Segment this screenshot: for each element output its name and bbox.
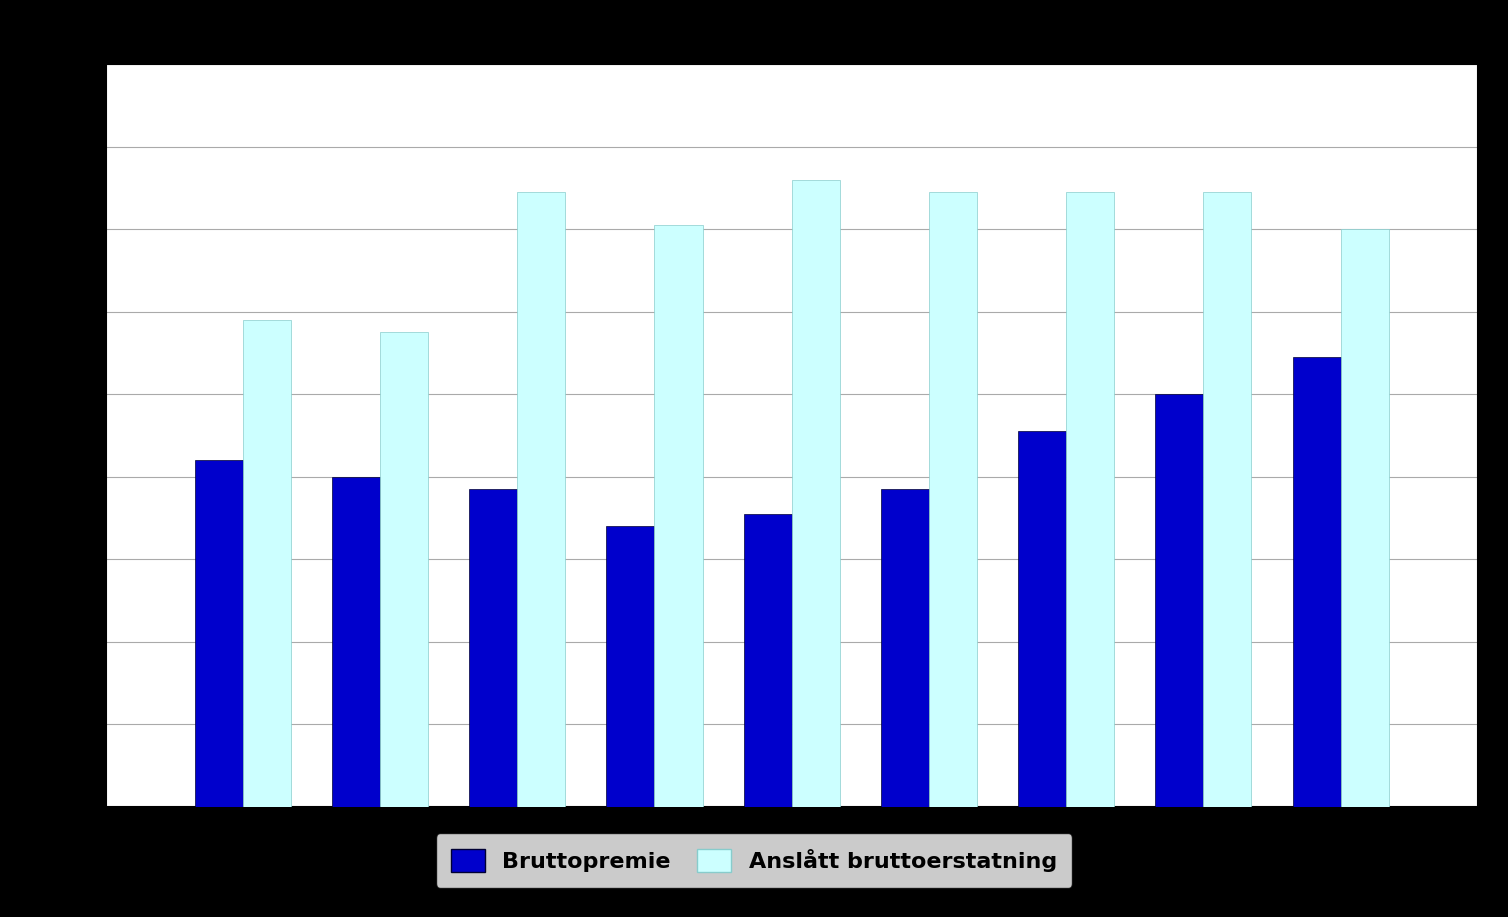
- Bar: [929, 192, 977, 807]
- Bar: [1292, 357, 1341, 807]
- Bar: [469, 489, 517, 807]
- Bar: [606, 526, 654, 807]
- Legend: Bruttopremie, Anslått bruttoerstatning: Bruttopremie, Anslått bruttoerstatning: [436, 834, 1072, 888]
- Bar: [654, 225, 703, 807]
- Bar: [1341, 229, 1389, 807]
- Bar: [517, 192, 566, 807]
- Bar: [243, 320, 291, 807]
- Bar: [1018, 431, 1066, 807]
- Bar: [1066, 192, 1114, 807]
- Bar: [1155, 394, 1203, 807]
- Bar: [1203, 192, 1252, 807]
- Bar: [881, 489, 929, 807]
- Bar: [380, 332, 428, 807]
- Bar: [332, 477, 380, 807]
- Bar: [792, 180, 840, 807]
- Bar: [743, 514, 792, 807]
- Bar: [195, 460, 243, 807]
